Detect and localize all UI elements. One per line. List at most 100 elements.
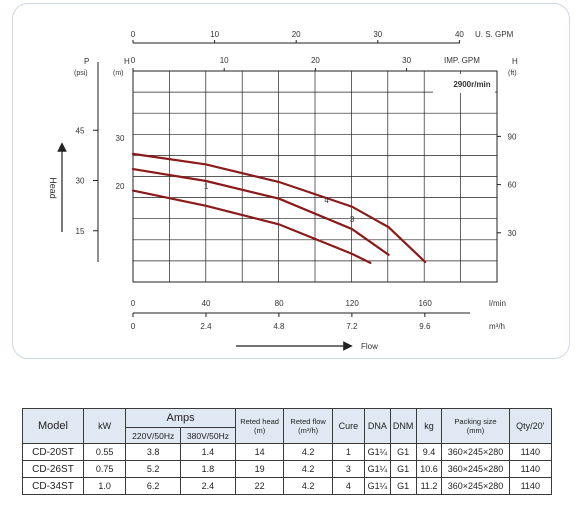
psi-axis-unit: (psi) [74, 70, 88, 77]
head-ft-tick-label: 90 [508, 132, 517, 141]
spec-table: Model kW Amps Reted head (m) Reted flow … [22, 408, 553, 495]
flow-unit: (m³/h) [298, 426, 319, 435]
table-cell: 360×245×280 [441, 477, 510, 495]
speed-label: 2900r/min [453, 80, 490, 89]
col-qty: Qty/20' [508, 408, 553, 444]
table-cell: 4.2 [283, 460, 333, 478]
table-cell: G1 [389, 477, 417, 495]
l-min-tick-label: 80 [275, 299, 284, 308]
us-gpm-tick-label: 40 [455, 30, 464, 39]
head-ft-axis-label: H [512, 57, 518, 66]
col-dna: DNA [363, 408, 391, 444]
table-cell: 360×245×280 [441, 443, 510, 461]
col-flow: Reted flow (m³/h) [283, 408, 333, 444]
spec-table-body: CD-20ST 0.55 3.8 1.4 14 4.2 1 G1¼ G1 9.4 360×245×2… [22, 443, 553, 495]
us-gpm-tick-label: 10 [210, 30, 219, 39]
bottom-axes: 0 40 80 120 160 l/min 0 2.4 4.8 7.2 9.6 m³/h [131, 299, 506, 331]
top-axes: 0 10 20 30 40 U. S. GPM 0 10 20 30 IMP. GPM [131, 30, 514, 72]
table-cell: 1.4 [180, 443, 236, 461]
table-cell: 4 [331, 477, 365, 495]
flow-label: Reted flow [290, 417, 326, 426]
table-row: CD-34ST 1.0 6.2 2.4 22 4.2 4 G1¼ G1 11.2 360×245×2… [22, 477, 553, 495]
head-label: Reted head [240, 417, 279, 426]
psi-tick-label: 45 [76, 126, 85, 135]
head-ft-axis-unit: (ft) [508, 70, 517, 77]
table-cell: 1 [331, 443, 365, 461]
curve-label-4: 4 [324, 196, 329, 205]
table-cell: G1¼ [363, 477, 391, 495]
m3h-tick-label: 7.2 [346, 322, 358, 331]
m3h-tick-label: 4.8 [273, 322, 285, 331]
l-min-tick-label: 160 [418, 299, 432, 308]
psi-axis-label: P [84, 57, 89, 66]
table-cell: 4.2 [283, 443, 333, 461]
us-gpm-tick-label: 0 [131, 30, 136, 39]
table-cell: 4.2 [283, 477, 333, 495]
curve-1 [131, 189, 372, 264]
curve-label-1: 1 [204, 182, 209, 191]
col-amps-380: 380V/50Hz [180, 427, 236, 444]
col-dnm: DNM [389, 408, 417, 444]
table-cell: 5.2 [125, 460, 182, 478]
col-amps: Amps [125, 408, 236, 428]
table-cell: 19 [234, 460, 285, 478]
speed-label-box [433, 74, 495, 93]
head-axis-title: Head [48, 177, 58, 199]
head-m-tick-label: 20 [116, 182, 125, 191]
us-gpm-tick-label: 30 [373, 30, 382, 39]
head-m-tick-label: 30 [116, 134, 125, 143]
l-min-tick-label: 0 [131, 299, 136, 308]
table-row: CD-26ST 0.75 5.2 1.8 19 4.2 3 G1¼ G1 10.6 360×245×… [22, 460, 553, 478]
col-head: Reted head (m) [234, 408, 285, 444]
table-cell: 9.4 [415, 443, 443, 461]
m3h-axis-label: m³/h [489, 322, 505, 331]
table-cell: 0.55 [82, 443, 127, 461]
head-ft-tick-label: 30 [508, 229, 517, 238]
col-amps-220: 220V/50Hz [125, 427, 182, 444]
imp-gpm-tick-label: 20 [311, 56, 320, 65]
col-kw: kW [82, 408, 127, 444]
psi-tick-label: 30 [76, 177, 85, 186]
col-kg: kg [415, 408, 443, 444]
psi-tick-label: 15 [76, 227, 85, 236]
left-axes: H(m) 20 30 P (psi) 15 30 45 [74, 57, 130, 262]
imp-gpm-tick-label: 0 [131, 56, 136, 65]
table-cell: 0.75 [82, 460, 127, 478]
model-cell: CD-26ST [22, 460, 84, 478]
right-axes: H (ft) 30 60 90 [497, 57, 518, 238]
l-min-axis-label: l/min [489, 299, 506, 308]
imp-gpm-tick-label: 10 [220, 56, 229, 65]
table-cell: 3.8 [125, 443, 182, 461]
table-cell: 1140 [508, 477, 553, 495]
table-cell: 22 [234, 477, 285, 495]
col-cure: Cure [331, 408, 365, 444]
m3h-tick-label: 0 [131, 322, 136, 331]
packing-label: Packing size [454, 417, 497, 426]
table-cell: 14 [234, 443, 285, 461]
imp-gpm-axis-label: IMP. GPM [444, 56, 480, 65]
table-cell: G1 [389, 443, 417, 461]
us-gpm-tick-label: 20 [292, 30, 301, 39]
performance-curves: 1 3 4 [131, 152, 427, 264]
head-m-axis-label: H [124, 57, 130, 66]
l-min-tick-label: 120 [345, 299, 359, 308]
table-cell: 2.4 [180, 477, 236, 495]
table-cell: G1¼ [363, 460, 391, 478]
table-row: CD-20ST 0.55 3.8 1.4 14 4.2 1 G1¼ G1 9.4 360×245×2… [22, 443, 553, 461]
table-cell: G1¼ [363, 443, 391, 461]
m3h-tick-label: 9.6 [419, 322, 431, 331]
table-cell: 1140 [508, 460, 553, 478]
curve-label-3: 3 [350, 215, 355, 224]
col-model: Model [22, 408, 84, 444]
table-cell: 3 [331, 460, 365, 478]
flow-axis-title: Flow [361, 342, 378, 351]
model-cell: CD-34ST [22, 477, 84, 495]
chart-grid [132, 70, 498, 283]
us-gpm-axis-label: U. S. GPM [475, 30, 514, 39]
col-packing: Packing size (mm) [441, 408, 510, 444]
table-cell: 1.0 [82, 477, 127, 495]
head-ft-tick-label: 60 [508, 181, 517, 190]
imp-gpm-tick-label: 30 [402, 56, 411, 65]
head-unit: (m) [253, 426, 266, 435]
